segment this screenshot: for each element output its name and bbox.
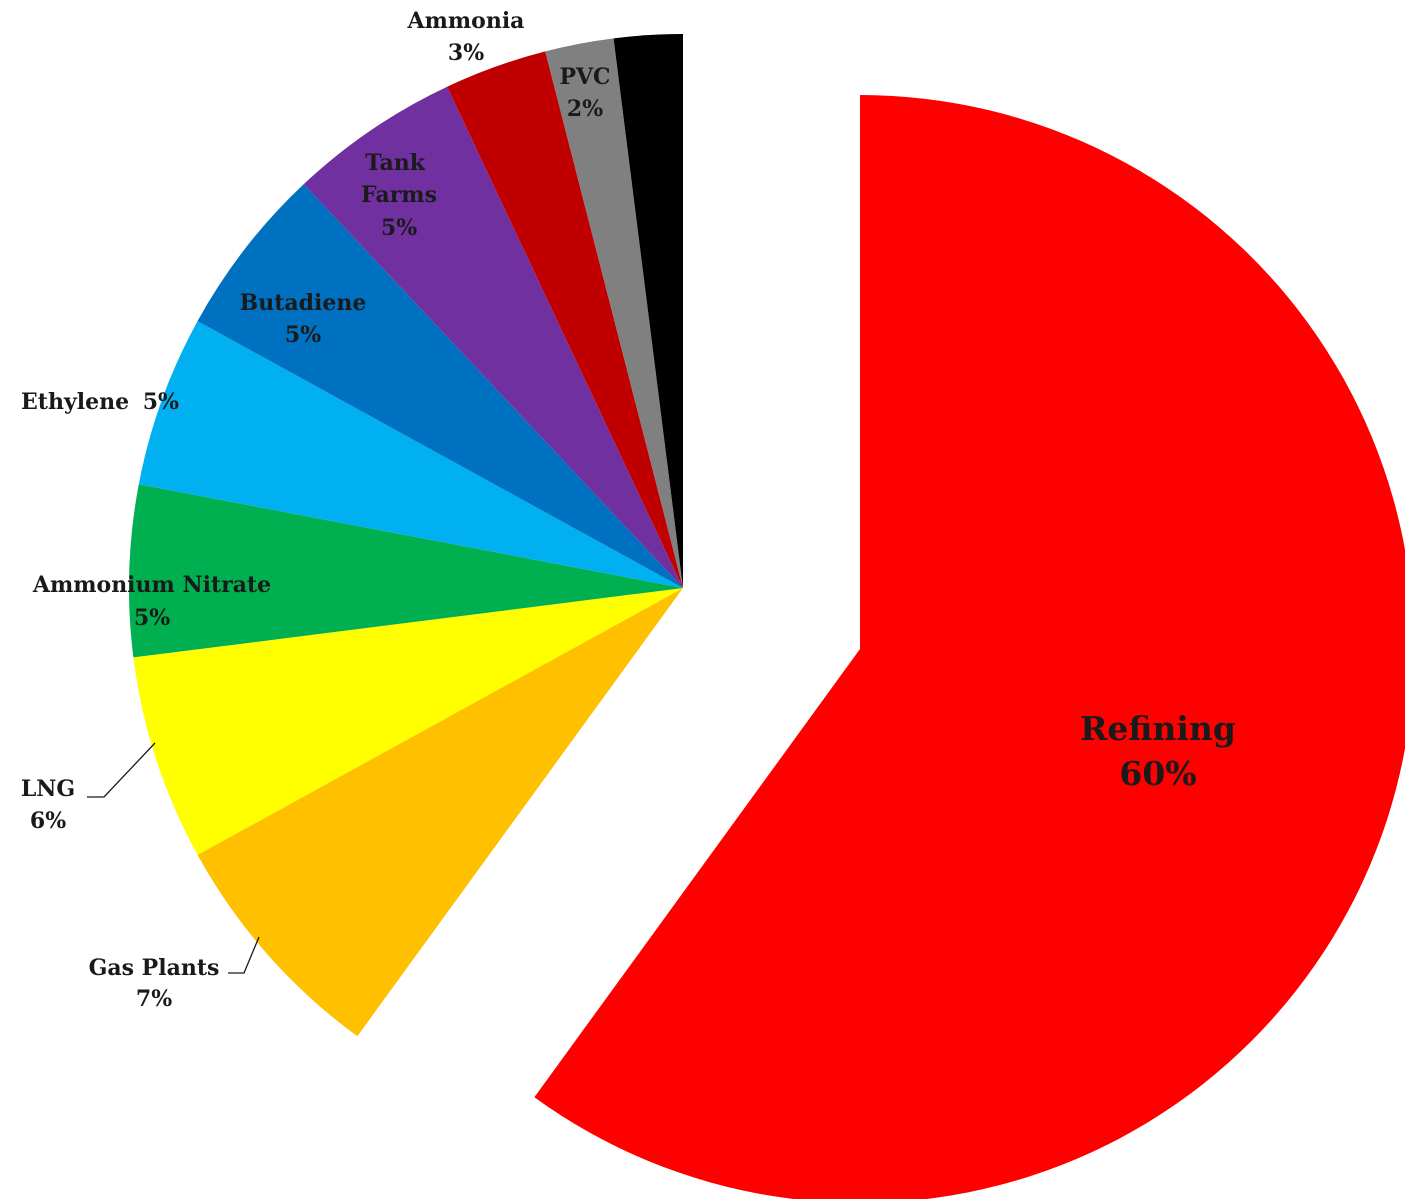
- slice-label-lng: LNG: [21, 776, 75, 802]
- pie-slice-butadiene: [197, 184, 683, 588]
- leader-line-gas-plants: [228, 936, 260, 974]
- slice-label-ethylene-name: Ethylene: [21, 389, 129, 415]
- pie-slice-lng: [133, 588, 683, 855]
- leader-line-lng: [87, 742, 156, 798]
- leader-lines: [87, 742, 260, 974]
- slice-value-tank-farms: 5%: [381, 215, 417, 241]
- slice-label-gas-plants: Gas Plants: [89, 955, 220, 981]
- slice-value-ammonia: 3%: [448, 40, 484, 66]
- slice-label-refining: Refining: [1080, 709, 1236, 748]
- pie-slice-ammonia: [447, 51, 683, 588]
- pie-slice-tank-farms: [303, 86, 683, 588]
- slice-value-gas-plants: 7%: [136, 986, 172, 1012]
- pie-slice-refining: [534, 95, 1405, 1199]
- slice-value-refining: 60%: [1119, 754, 1196, 793]
- slice-value-butadiene: 5%: [285, 322, 321, 348]
- pie-slice-unlabeled: [613, 34, 683, 588]
- pie-slice-gas-plants: [197, 588, 683, 1037]
- slice-value-lng: 6%: [30, 808, 66, 834]
- slice-label-ethylene: Ethylene 5%: [21, 389, 179, 415]
- pie-slice-pvc: [545, 38, 683, 589]
- slice-label-ammonia: Ammonia: [407, 8, 525, 34]
- slice-label-pvc: PVC: [559, 64, 610, 90]
- pie-slice-ethylene: [138, 321, 683, 588]
- slice-label-tank-farms-line-2: Farms: [361, 182, 437, 208]
- data-labels: Refining 60% Gas Plants 7% LNG 6% Ammoni…: [21, 8, 1236, 1012]
- slice-value-pvc: 2%: [567, 96, 603, 122]
- slice-label-tank-farms: Tank Farms: [361, 150, 437, 208]
- pie-slices: [129, 34, 1405, 1199]
- pie-slice-ammonium-nitrate: [129, 484, 684, 658]
- slice-value-ethylene: 5%: [143, 389, 179, 415]
- slice-value-ammonium-nitrate: 5%: [134, 605, 170, 631]
- slice-label-tank-farms-line-1: Tank: [365, 150, 426, 176]
- slice-label-butadiene: Butadiene: [240, 290, 367, 316]
- slice-label-ammonium-nitrate: Ammonium Nitrate: [32, 572, 271, 598]
